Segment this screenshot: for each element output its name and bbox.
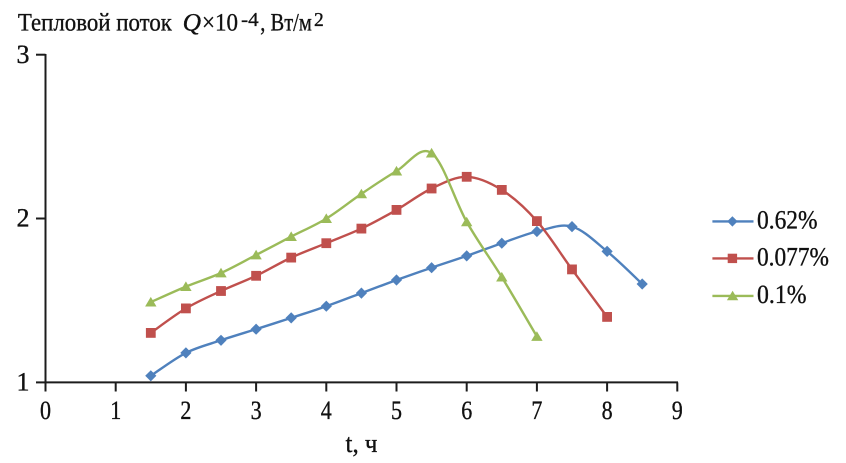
svg-text:Q: Q — [183, 7, 201, 36]
svg-text:3: 3 — [17, 40, 30, 69]
svg-text:2: 2 — [17, 204, 30, 233]
svg-text:, Вт/м: , Вт/м — [260, 7, 312, 36]
svg-text:0: 0 — [40, 396, 51, 425]
svg-text:2: 2 — [180, 396, 191, 425]
svg-text:7: 7 — [531, 396, 542, 425]
svg-text:-4: -4 — [241, 10, 259, 31]
svg-text:6: 6 — [461, 396, 472, 425]
svg-text:5: 5 — [391, 396, 402, 425]
svg-text:Тепловой поток: Тепловой поток — [18, 7, 173, 36]
svg-text:0.1%: 0.1% — [757, 280, 807, 309]
svg-text:0.62%: 0.62% — [757, 206, 818, 235]
svg-text:8: 8 — [602, 396, 613, 425]
svg-text:0.077%: 0.077% — [757, 243, 829, 272]
svg-text:3: 3 — [251, 396, 262, 425]
svg-text:2: 2 — [314, 10, 324, 31]
svg-text:4: 4 — [321, 396, 332, 425]
svg-text:×10: ×10 — [202, 7, 238, 36]
svg-text:1: 1 — [110, 396, 121, 425]
svg-text:1: 1 — [17, 368, 30, 397]
svg-text:t, ч: t, ч — [346, 429, 378, 458]
svg-text:9: 9 — [672, 396, 683, 425]
